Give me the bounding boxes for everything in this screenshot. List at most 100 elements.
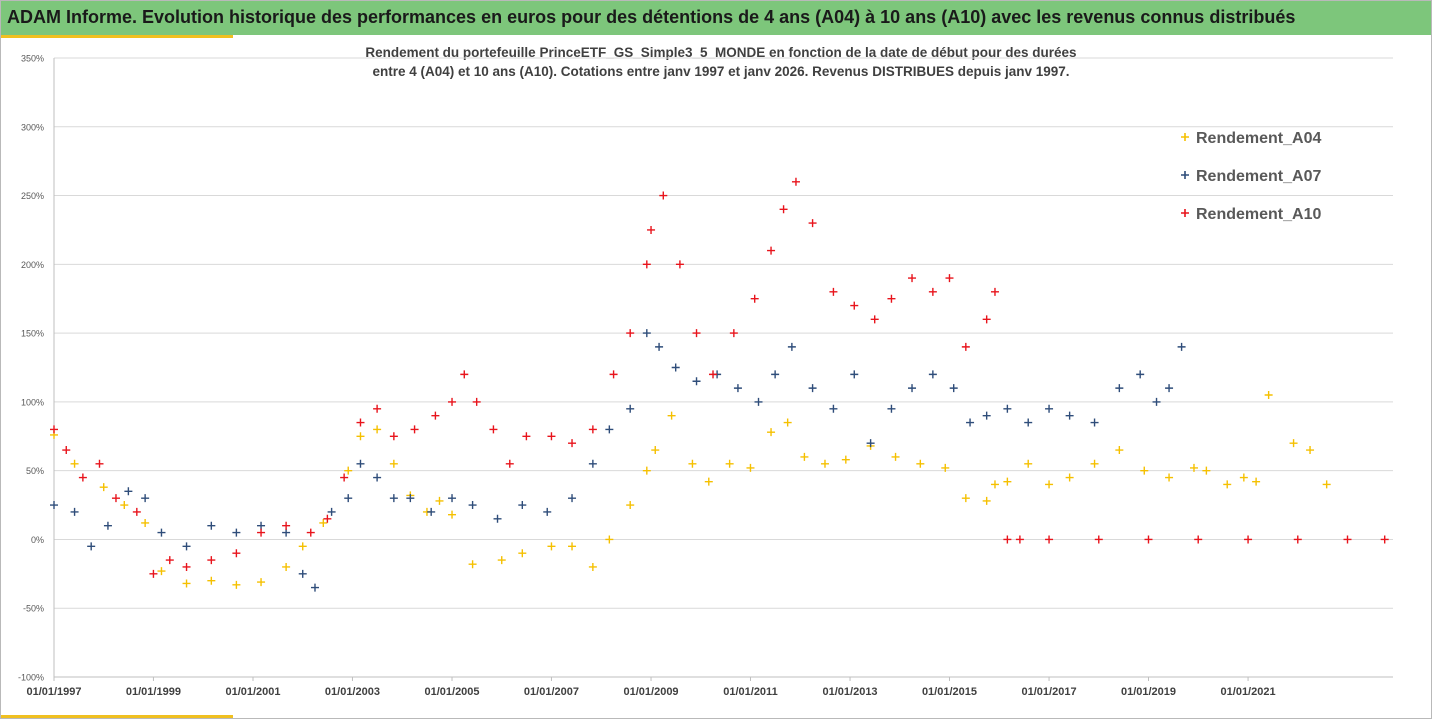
data-point [120,501,129,510]
data-point [767,428,776,437]
data-point [870,315,879,324]
data-point [990,287,999,296]
data-point [518,549,527,558]
data-point [257,521,266,530]
data-point [961,494,970,503]
data-point [1322,480,1331,489]
data-point [340,473,349,482]
data-point [448,510,457,519]
y-tick-label: 300% [21,122,44,132]
data-point [182,562,191,571]
data-series [50,177,1389,592]
data-point [626,404,635,413]
data-point [310,583,319,592]
data-point [70,507,79,516]
data-point [1015,535,1024,544]
data-point [103,521,112,530]
data-point [427,507,436,516]
page-title: ADAM Informe. Evolution historique des p… [7,7,1296,27]
y-tick-label: 100% [21,397,44,407]
data-point [1194,535,1203,544]
data-point [1024,459,1033,468]
data-point [1152,397,1161,406]
data-point [605,535,614,544]
data-point [472,397,481,406]
grid-lines [54,57,1393,678]
data-point [1045,535,1054,544]
chart-title-line-2: entre 4 (A04) et 10 ans (A10). Cotations… [372,64,1069,79]
data-point [50,425,58,434]
chart-title-line-1: Rendement du portefeuille PrinceETF_GS_S… [365,45,1076,60]
data-point [1140,466,1149,475]
data-point [1343,535,1352,544]
data-point [468,560,477,569]
data-point [298,569,307,578]
data-point [1024,418,1033,427]
data-point [141,494,150,503]
data-point [692,377,701,386]
data-point [990,480,999,489]
data-point [70,459,79,468]
data-point [626,329,635,338]
data-point [688,459,697,468]
data-point [1264,391,1273,400]
y-tick-label: 150% [21,329,44,339]
data-point [829,404,838,413]
x-tick-label: 01/01/2021 [1221,686,1276,698]
data-point [642,329,651,338]
data-point [232,580,241,589]
data-point [820,459,829,468]
data-point [99,483,108,492]
data-point [373,404,382,413]
data-point [448,397,457,406]
x-tick-label: 01/01/2015 [922,686,977,698]
data-point [344,494,353,503]
data-point [410,425,419,434]
data-point [373,473,382,482]
data-point [95,459,104,468]
data-point [779,205,788,214]
data-point [1115,384,1124,393]
data-point [725,459,734,468]
data-point [1003,477,1012,486]
data-point [232,528,241,537]
data-point [87,542,96,551]
data-point [431,411,440,420]
legend-marker [1181,133,1189,141]
data-point [605,425,614,434]
y-tick-label: 200% [21,260,44,270]
data-point [928,370,937,379]
data-point [588,562,597,571]
header-accent-line [1,35,233,38]
data-point [149,569,158,578]
data-point [928,287,937,296]
x-tick-label: 01/01/2005 [424,686,479,698]
data-point [522,432,531,441]
y-tick-label: 50% [26,466,44,476]
data-point [157,528,166,537]
data-point [327,507,336,516]
x-tick-label: 01/01/2011 [723,686,777,698]
data-point [182,542,191,551]
data-point [1003,535,1012,544]
x-tick-label: 01/01/2019 [1121,686,1176,698]
data-point [207,556,216,565]
data-point [887,404,896,413]
legend-marker [1181,171,1189,179]
data-point [1380,535,1389,544]
series-Rendement_A04 [50,391,1331,589]
data-point [389,459,398,468]
series-Rendement_A07 [50,329,1186,592]
data-point [207,576,216,585]
data-point [746,463,755,472]
data-point [1306,446,1315,455]
data-point [1223,480,1232,489]
data-point [783,418,792,427]
data-point [319,518,328,527]
data-point [460,370,469,379]
y-tick-label: -50% [23,604,44,614]
data-point [667,411,676,420]
legend-label: Rendement_A04 [1196,130,1321,147]
y-tick-label: 250% [21,191,44,201]
data-point [282,562,291,571]
